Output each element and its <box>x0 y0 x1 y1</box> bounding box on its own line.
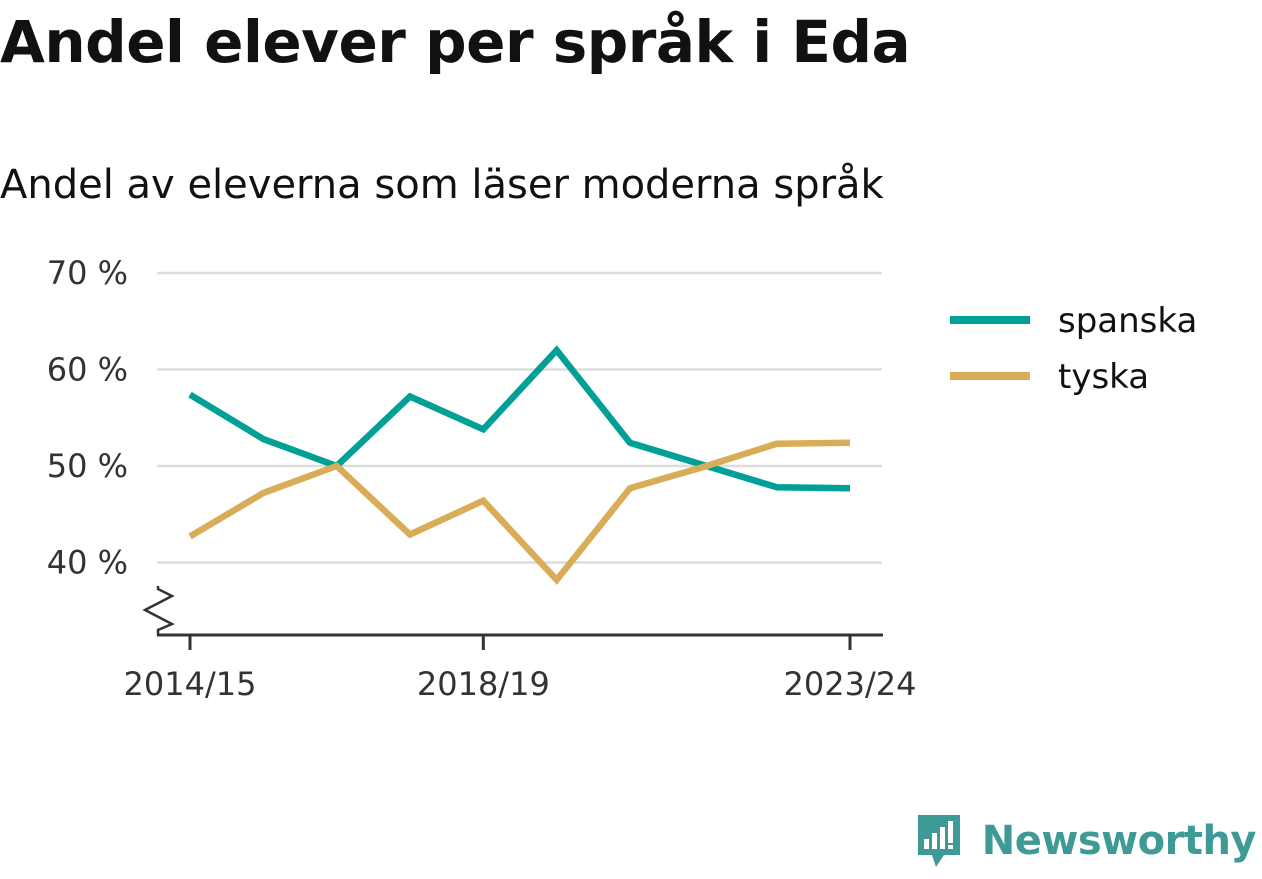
y-tick-label-70: 70 % <box>47 254 128 292</box>
chart-subtitle: Andel av eleverna som läser moderna språ… <box>0 162 884 208</box>
x-tick-label-1: 2018/19 <box>417 665 550 703</box>
x-axis-ticks: 2014/15 2018/19 2023/24 <box>124 635 917 703</box>
grid-lines <box>157 271 882 564</box>
series-line-spanska <box>188 345 851 492</box>
series-lines <box>188 345 851 585</box>
legend-label-spanska: spanska <box>1058 301 1197 341</box>
y-tick-label-60: 60 % <box>47 351 128 389</box>
y-tick-label-50: 50 % <box>47 447 128 485</box>
y-axis-ticks: 40 % 50 % 60 % 70 % <box>47 254 128 582</box>
newsworthy-brand: Newsworthy <box>914 811 1257 871</box>
y-tick-label-40: 40 % <box>47 544 128 582</box>
legend-label-tyska: tyska <box>1058 357 1149 397</box>
x-axis <box>142 586 883 637</box>
series-line-tyska <box>188 439 851 585</box>
chart-title: Andel elever per språk i Eda <box>0 8 911 76</box>
x-tick-label-2: 2023/24 <box>784 665 917 703</box>
x-tick-label-0: 2014/15 <box>124 665 257 703</box>
brand-name: Newsworthy <box>981 818 1257 864</box>
legend: spanska tyska <box>950 301 1197 397</box>
y-axis-break-icon <box>142 586 175 635</box>
newsworthy-logo-icon <box>917 815 960 867</box>
